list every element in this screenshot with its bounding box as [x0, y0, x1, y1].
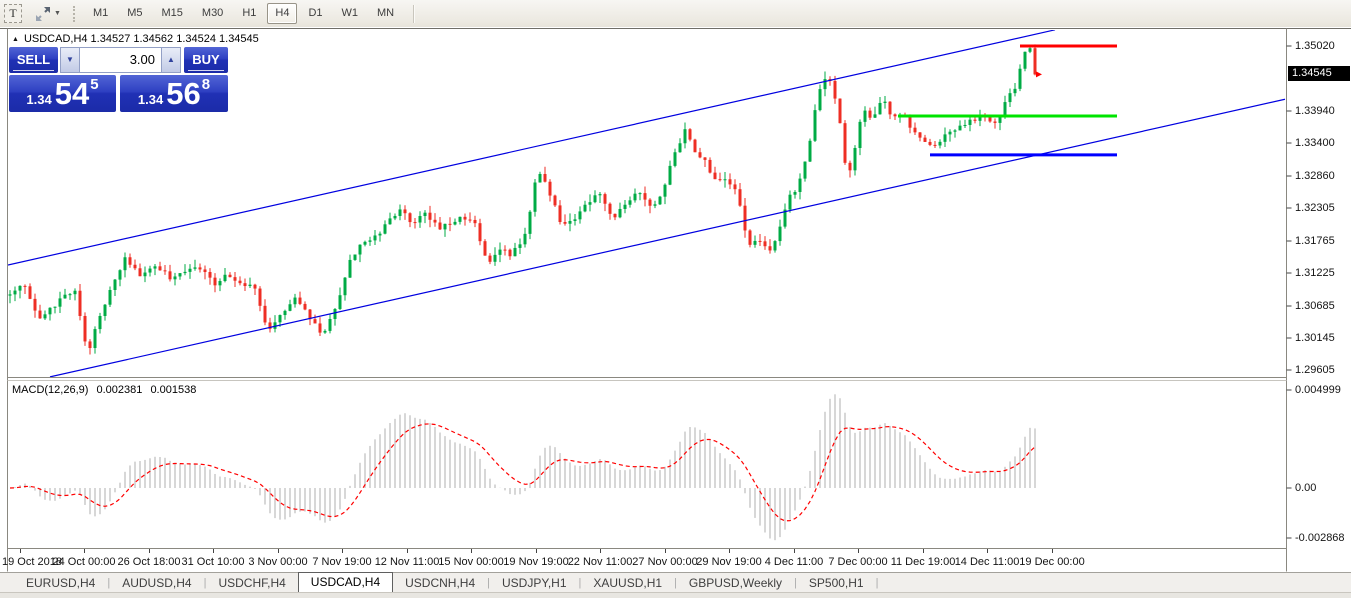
chart-tab-audusd-h4[interactable]: AUDUSD,H4	[122, 576, 192, 590]
time-axis-label: 27 Nov 00:00	[632, 556, 698, 568]
macd-indicator-label: MACD(12,26,9) 0.002381 0.001538	[12, 384, 201, 396]
macd-pane	[9, 394, 1036, 541]
price-axis-label: 1.32860	[1295, 170, 1335, 182]
time-axis-label: 19 Oct 2018	[2, 556, 62, 568]
toolbar-drag-handle[interactable]	[72, 5, 75, 22]
macd-axis-label: 0.004999	[1295, 384, 1341, 396]
chart-tabbar: EURUSD,H4 | AUDUSD,H4 | USDCHF,H4 USDCAD,H4 US…	[0, 572, 1351, 592]
tab-divider: |	[578, 577, 582, 589]
timeframe-button-w1[interactable]: W1	[341, 7, 359, 19]
chart-frame	[0, 28, 1351, 572]
buy-price-big: 56	[166, 76, 201, 112]
chart-tab-usdcad-h4[interactable]: USDCAD,H4	[297, 572, 394, 592]
time-axis-label: 22 Nov 11:00	[567, 556, 633, 568]
chart-tab-usdcnh-h4[interactable]: USDCNH,H4	[405, 576, 476, 590]
buy-price-button[interactable]: 1.34 56 8	[120, 75, 228, 112]
timeframe-button-m5[interactable]: M5	[127, 7, 143, 19]
tab-divider: |	[674, 577, 677, 589]
price-axis-label: 1.30145	[1295, 332, 1335, 344]
price-axis-label: 1.33940	[1295, 105, 1335, 117]
timeframe-button-h4[interactable]: H4	[267, 3, 298, 24]
timeframe-button-m30[interactable]: M30	[201, 7, 224, 19]
time-axis-label: 7 Dec 00:00	[828, 556, 888, 568]
sell-button[interactable]: SELL	[9, 47, 58, 73]
tab-divider: |	[203, 577, 207, 589]
sell-price-prefix: 1.34	[26, 92, 52, 107]
sell-price-big: 54	[54, 76, 90, 112]
current-price-tag: 1.34545	[1288, 66, 1350, 81]
timeframe-button-h1[interactable]: H1	[242, 7, 257, 19]
macd-axis-label: -0.002868	[1295, 532, 1345, 544]
volume-increase-button[interactable]: ▲	[161, 47, 181, 73]
tab-divider: |	[107, 577, 111, 589]
macd-value: 0.002381	[96, 384, 143, 396]
axis-ticks	[20, 45, 1292, 553]
time-axis-label: 26 Oct 18:00	[117, 556, 181, 568]
time-axis-label: 11 Dec 19:00	[890, 556, 956, 568]
price-axis-label: 1.35020	[1295, 40, 1335, 52]
volume-input[interactable]: 3.00	[79, 47, 162, 73]
buy-price-prefix: 1.34	[137, 92, 164, 107]
price-axis-label: 1.31765	[1295, 235, 1335, 247]
price-axis-label: 1.30685	[1295, 300, 1335, 312]
price-axis-label: 1.31225	[1295, 267, 1335, 279]
time-axis-label: 31 Oct 10:00	[181, 556, 245, 568]
tab-divider: |	[875, 577, 879, 589]
timeframe-button-m15[interactable]: M15	[161, 7, 183, 19]
time-axis-label: 24 Oct 00:00	[52, 556, 116, 568]
price-axis-label: 1.29605	[1295, 364, 1335, 376]
time-axis-label: 19 Dec 00:00	[1019, 556, 1085, 568]
status-bar	[0, 592, 1351, 598]
timeframe-button-mn[interactable]: MN	[377, 7, 395, 19]
buy-button[interactable]: BUY	[184, 47, 228, 73]
buy-price-sup: 8	[201, 76, 211, 93]
collapse-triangle-icon[interactable]: ▲	[12, 35, 19, 43]
chart-tab-usdchf-h4[interactable]: USDCHF,H4	[218, 576, 286, 590]
chart-tab-xauusd-h1[interactable]: XAUUSD,H1	[593, 576, 663, 590]
timeframe-button-d1[interactable]: D1	[308, 7, 323, 19]
macd-axis-label: 0.00	[1295, 482, 1317, 494]
toolbar-separator	[413, 4, 416, 23]
tab-divider: |	[487, 577, 491, 589]
chevron-down-icon[interactable]: ▼	[54, 10, 61, 17]
sell-price-button[interactable]: 1.34 54 5	[9, 75, 116, 112]
chart-tab-eurusd-h4[interactable]: EURUSD,H4	[26, 576, 96, 590]
timeframe-toolbar: M1 M5 M15 M30 H1 H4 D1 W1 MN	[85, 3, 405, 24]
timeframe-button-m1[interactable]: M1	[92, 7, 109, 19]
sell-price-sup: 5	[90, 76, 99, 93]
chart-tab-gbpusd-weekly[interactable]: GBPUSD,Weekly	[688, 576, 783, 590]
time-axis-label: 4 Dec 11:00	[764, 556, 824, 568]
top-toolbar: T ▼ M1 M5 M15 M30 H1 H4 D1 W1 MN	[0, 0, 1351, 27]
time-axis-label: 3 Nov 00:00	[248, 556, 308, 568]
time-axis-label: 19 Nov 19:00	[503, 556, 569, 568]
time-axis-label: 7 Nov 19:00	[312, 556, 372, 568]
time-axis-label: 14 Dec 11:00	[954, 556, 1020, 568]
volume-decrease-button[interactable]: ▼	[60, 47, 80, 73]
price-axis-label: 1.33400	[1295, 137, 1335, 149]
one-click-trading-panel: SELL ▼ 3.00 ▲ BUY 1.34 54 5 1.34 56 8	[9, 47, 228, 112]
tab-divider: |	[794, 577, 797, 589]
macd-signal-value: 0.001538	[150, 384, 197, 396]
macd-name: MACD(12,26,9)	[12, 384, 89, 396]
chart-tab-usdjpy-h1[interactable]: USDJPY,H1	[502, 576, 567, 590]
chart-tab-sp500-h1[interactable]: SP500,H1	[808, 576, 864, 590]
chart-title: ▲ USDCAD,H4 1.34527 1.34562 1.34524 1.34…	[12, 33, 259, 45]
text-tool-button[interactable]: T	[4, 4, 22, 23]
arrows-tool-icon[interactable]	[34, 6, 52, 22]
price-axis-label: 1.32305	[1295, 202, 1335, 214]
chart-title-text: USDCAD,H4 1.34527 1.34562 1.34524 1.3454…	[23, 33, 259, 45]
time-axis-label: 15 Nov 00:00	[438, 556, 504, 568]
price-pane	[8, 30, 1286, 377]
time-axis-label: 12 Nov 11:00	[374, 556, 440, 568]
time-axis-label: 29 Nov 19:00	[696, 556, 762, 568]
